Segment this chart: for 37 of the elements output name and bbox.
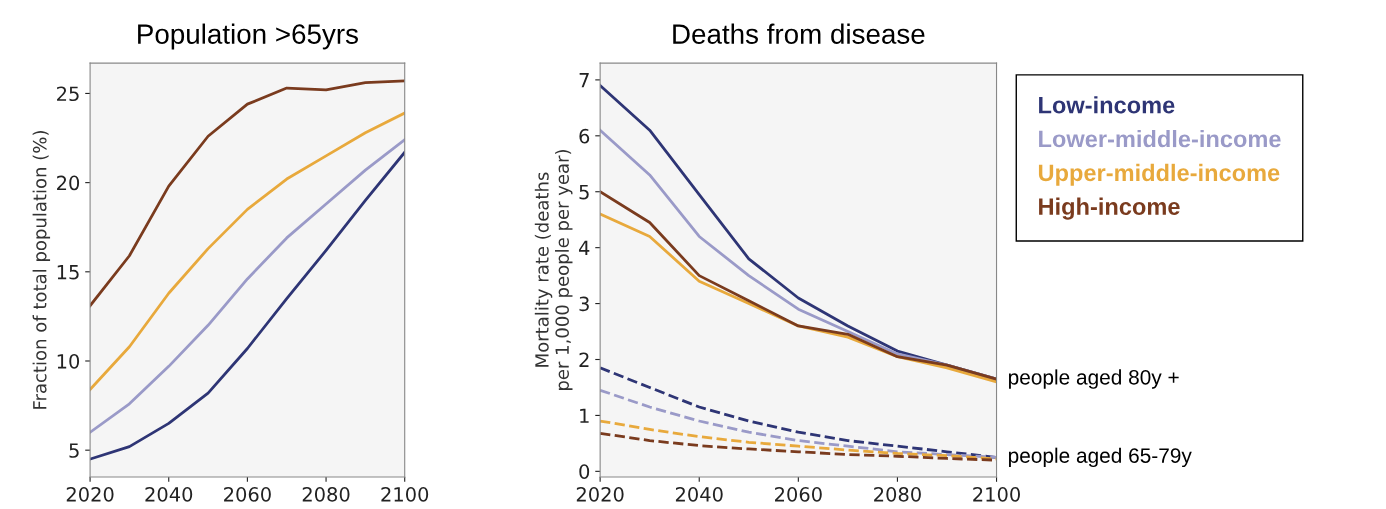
y-tick-label: 2 <box>579 352 589 367</box>
x-tick-label: 2060 <box>224 487 271 502</box>
text: Lower-middle-income <box>1039 129 1281 148</box>
y-tick-label: 3 <box>579 296 589 312</box>
annotation: people aged 65-79y <box>1008 447 1192 468</box>
y-tick-label: 25 <box>57 86 79 102</box>
line-series <box>600 388 997 459</box>
y-tick-label: 5 <box>69 443 79 458</box>
x-tick-label: 2080 <box>874 487 921 502</box>
annotation: people aged 80y + <box>1008 369 1179 389</box>
line-series <box>90 79 405 308</box>
x-tick-label: 2080 <box>302 487 350 502</box>
y-tick-label: 7 <box>579 73 589 88</box>
x-tick-label: 2020 <box>66 487 114 502</box>
text: Upper-middle-income <box>1038 163 1280 186</box>
x-tick-label: 2060 <box>775 487 822 502</box>
y-tick-label: 4 <box>579 240 590 256</box>
line-series <box>90 111 405 391</box>
x-tick-label: 2020 <box>576 487 624 502</box>
text: High-income <box>1039 197 1180 220</box>
x-tick-label: 2100 <box>973 487 1020 502</box>
y-tick-label: 0 <box>579 464 590 479</box>
y-axis-title: Mortality rate (deaths per 1,000 people per year) <box>534 150 573 390</box>
y-tick-label: 1 <box>580 408 589 423</box>
chart-title: Population >65yrs <box>138 23 358 50</box>
text: Low-income <box>1039 96 1175 114</box>
y-tick-label: 20 <box>57 175 80 191</box>
line-series <box>600 419 997 461</box>
y-tick-label: 5 <box>579 184 589 200</box>
y-tick-label: 6 <box>579 128 590 144</box>
y-tick-label: 10 <box>57 353 80 369</box>
x-tick-label: 2040 <box>145 487 193 502</box>
y-tick-label: 15 <box>57 265 79 280</box>
x-tick-label: 2100 <box>381 487 429 502</box>
x-tick-label: 2040 <box>675 487 723 502</box>
chart-title: Deaths from disease <box>673 23 925 44</box>
y-axis-title: Fraction of total population (%) <box>32 131 51 409</box>
